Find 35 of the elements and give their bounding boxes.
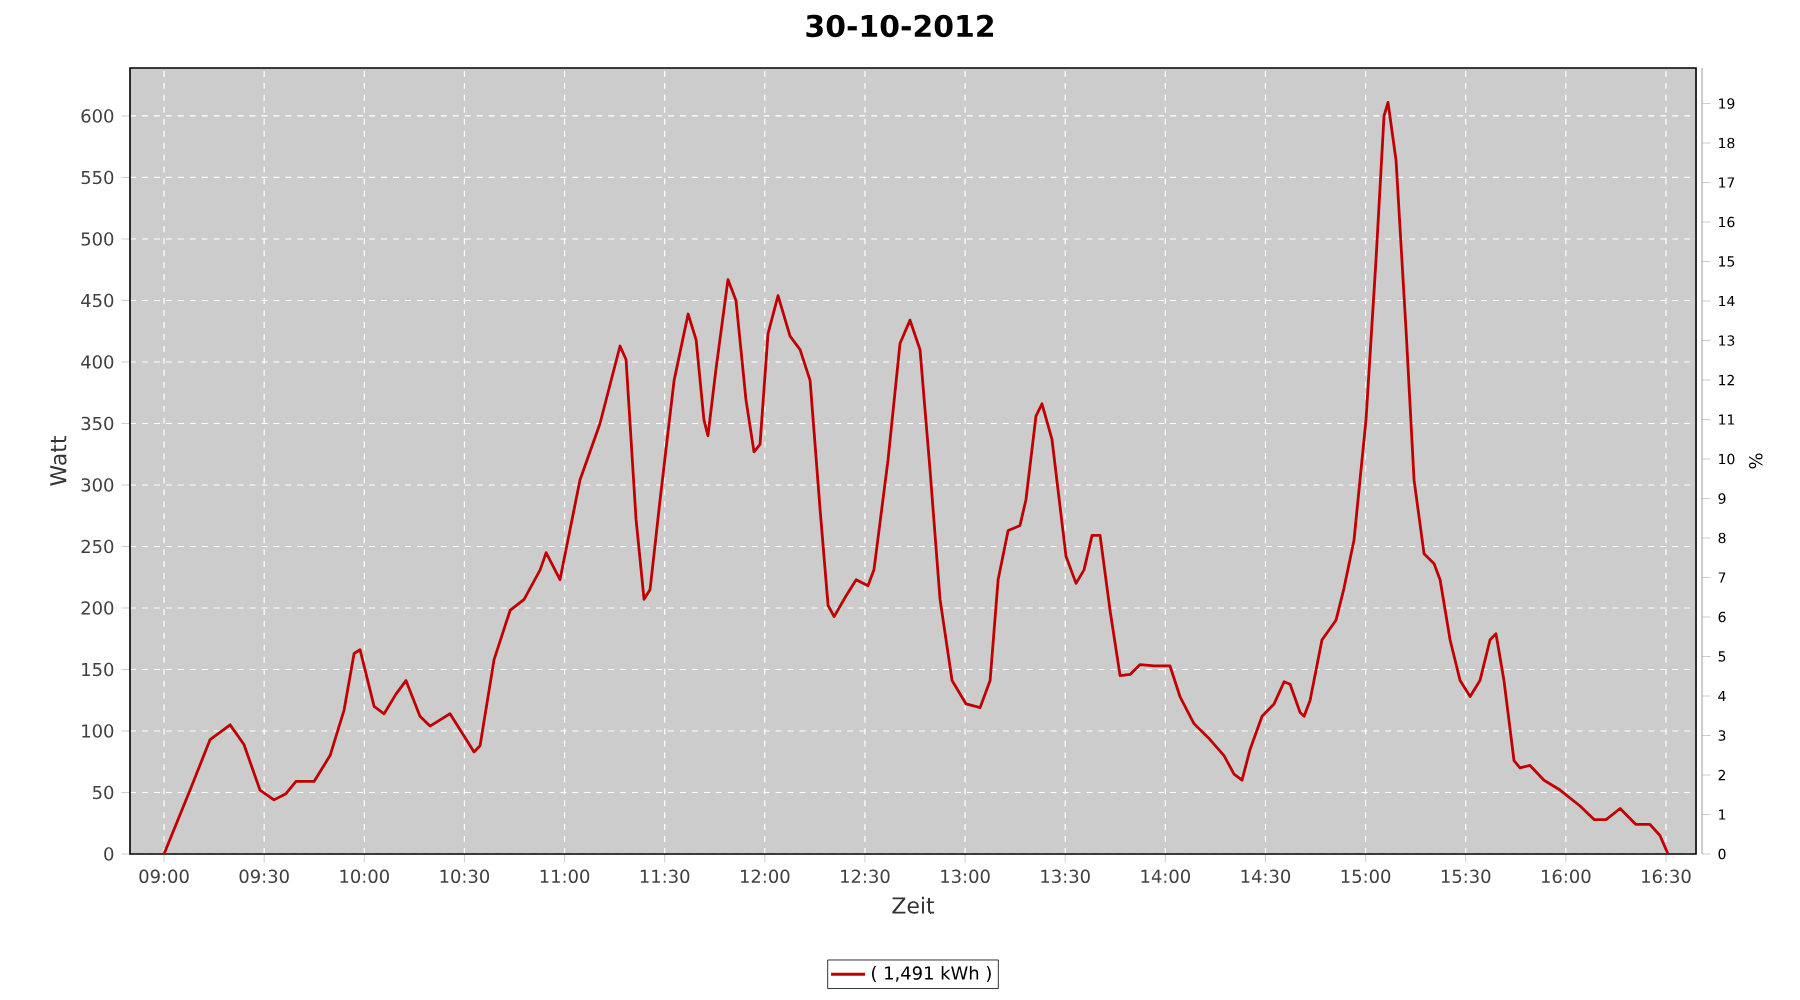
x-tick-label: 15:30: [1441, 869, 1491, 884]
y-tick-label: 550: [81, 170, 114, 185]
y-tick-label: 350: [81, 416, 114, 431]
line-series: [162, 101, 1670, 854]
x-tick-label: 10:30: [440, 869, 490, 884]
y-axis-title: Watt: [50, 436, 67, 486]
x-axis-title: Zeit: [892, 896, 935, 914]
x-tick-label: 12:00: [740, 869, 790, 884]
x-tick-label: 12:30: [841, 869, 890, 884]
x-tick-label: 11:00: [540, 869, 590, 884]
x-tick-label: 13:00: [941, 869, 990, 884]
chart-title: 30-10-2012: [806, 14, 994, 38]
y2-axis-title: %: [1749, 453, 1763, 469]
x-tick-label: 16:00: [1541, 869, 1591, 884]
x-tick-label: 09:00: [139, 869, 189, 884]
x-tick-label: 16:30: [1642, 869, 1691, 884]
y-tick-label: 100: [82, 724, 114, 738]
y-tick-label: 500: [81, 232, 114, 246]
y-tick-label: 400: [81, 355, 114, 369]
y-tick-label: 150: [82, 662, 114, 677]
y-tick-label: 50: [93, 785, 114, 800]
y-tick-label: 0: [104, 847, 114, 861]
y-tick-label: 250: [81, 539, 114, 554]
y-tick-label: 300: [81, 478, 114, 492]
x-tick-label: 14:00: [1141, 869, 1190, 884]
y-tick-label: 600: [81, 109, 114, 123]
legend-label: ( 1,491 kWh ): [871, 965, 991, 982]
x-tick-label: 10:00: [340, 869, 389, 884]
x-tick-label: 14:30: [1241, 869, 1291, 884]
y-tick-label: 450: [81, 293, 114, 308]
x-tick-label: 09:30: [239, 869, 289, 884]
x-tick-label: 15:00: [1341, 869, 1391, 884]
y-tick-label: 200: [81, 601, 114, 615]
x-tick-label: 13:30: [1041, 869, 1090, 884]
x-tick-label: 11:30: [640, 869, 690, 884]
